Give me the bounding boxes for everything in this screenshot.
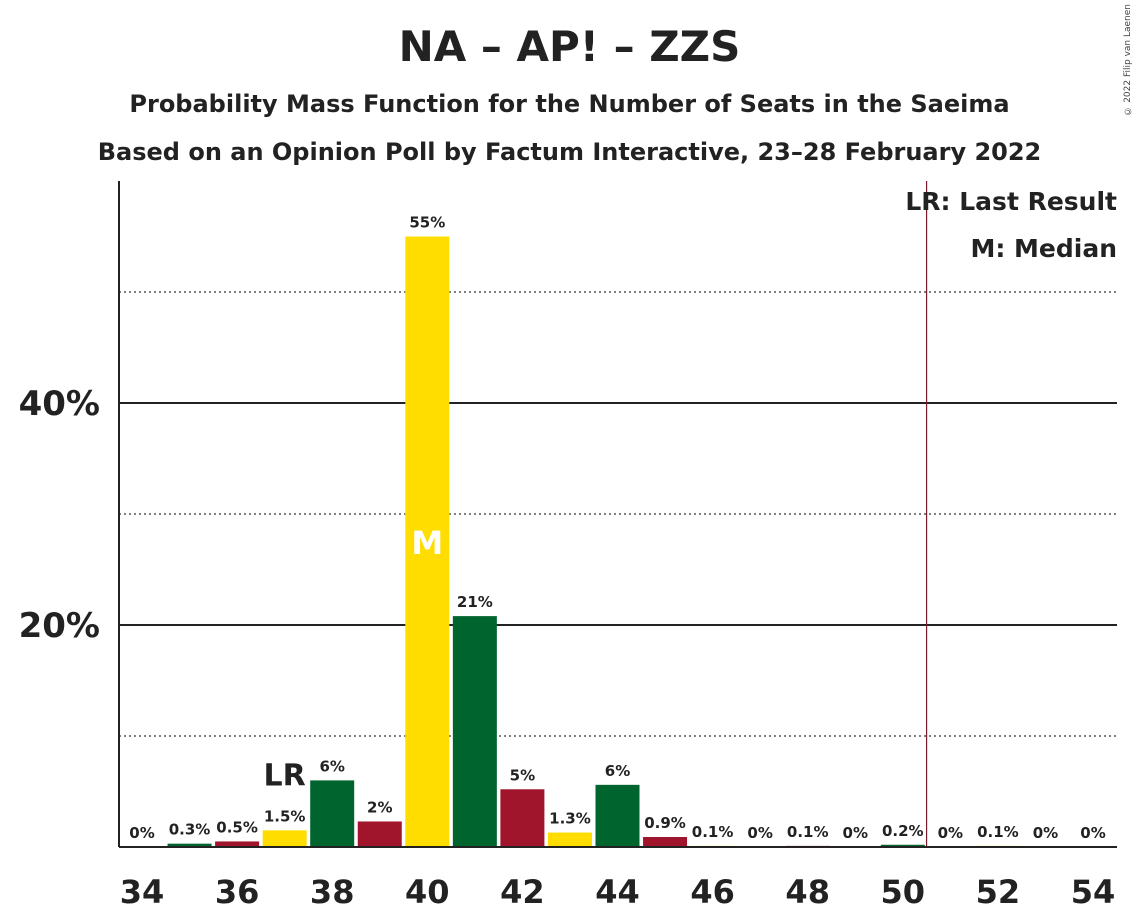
data-label-seat-35: 0.3% <box>169 821 211 839</box>
x-tick-label: 48 <box>785 873 830 911</box>
data-label-seat-51: 0% <box>938 824 963 842</box>
bar-seat-36 <box>215 841 260 847</box>
bar-seat-41 <box>452 616 497 847</box>
data-label-seat-44: 6% <box>605 762 630 780</box>
y-tick-label: 40% <box>19 384 100 424</box>
x-tick-label: 54 <box>1071 873 1116 911</box>
x-tick-label: 40 <box>405 873 450 911</box>
bars <box>167 236 1020 847</box>
data-label-seat-41: 21% <box>457 593 493 611</box>
data-label-seat-38: 6% <box>319 757 344 775</box>
legend: LR: Last Result M: Median <box>905 187 1117 263</box>
bar-seat-42 <box>500 789 545 847</box>
x-tick-label: 44 <box>595 873 640 911</box>
bar-seat-37 <box>262 830 307 847</box>
data-label-seat-50: 0.2% <box>882 822 924 840</box>
x-tick-label: 36 <box>215 873 260 911</box>
data-label-seat-54: 0% <box>1080 824 1105 842</box>
legend-median: M: Median <box>970 234 1117 263</box>
chart-subtitle: Probability Mass Function for the Number… <box>129 90 1010 118</box>
data-label-seat-53: 0% <box>1033 824 1058 842</box>
bar-seat-43 <box>547 832 592 847</box>
x-tick-label: 42 <box>500 873 545 911</box>
last-result-marker: LR <box>264 758 306 793</box>
x-tick-label: 46 <box>690 873 735 911</box>
axes: 20% 40% 34 36 38 40 42 44 46 48 50 52 54 <box>19 181 1117 911</box>
data-label-seat-39: 2% <box>367 798 392 816</box>
legend-last-result: LR: Last Result <box>905 187 1117 216</box>
data-labels: 0% 0.3% 0.5% 1.5% 6% 2% 55% 21% 5% 1.3% 6% 0.9% 0.1%… <box>129 214 1105 843</box>
data-label-seat-36: 0.5% <box>216 818 258 836</box>
x-tick-label: 52 <box>976 873 1021 911</box>
x-tick-label: 50 <box>881 873 926 911</box>
bar-seat-39 <box>357 821 402 847</box>
data-label-seat-48: 0.1% <box>787 823 829 841</box>
gridlines <box>119 291 1117 737</box>
y-tick-label: 20% <box>19 606 100 646</box>
x-tick-label: 34 <box>120 873 165 911</box>
bar-seat-50 <box>880 844 925 847</box>
data-label-seat-45: 0.9% <box>644 814 686 832</box>
median-marker: M <box>411 524 443 562</box>
data-label-seat-49: 0% <box>843 824 868 842</box>
x-tick-label: 38 <box>310 873 355 911</box>
bar-seat-35 <box>167 843 212 847</box>
bar-seat-45 <box>643 837 688 847</box>
data-label-seat-52: 0.1% <box>977 823 1019 841</box>
bar-seat-38 <box>310 780 355 847</box>
bar-seat-44 <box>595 784 640 847</box>
data-label-seat-46: 0.1% <box>692 823 734 841</box>
chart-title: NA – AP! – ZZS <box>398 22 741 71</box>
data-label-seat-47: 0% <box>747 824 772 842</box>
data-label-seat-40: 55% <box>409 214 445 232</box>
data-label-seat-34: 0% <box>129 824 154 842</box>
bar-seat-40 <box>405 236 450 847</box>
data-label-seat-37: 1.5% <box>264 807 306 825</box>
data-label-seat-43: 1.3% <box>549 810 591 828</box>
data-label-seat-42: 5% <box>510 766 535 784</box>
chart-subtitle-source: Based on an Opinion Poll by Factum Inter… <box>97 138 1042 166</box>
